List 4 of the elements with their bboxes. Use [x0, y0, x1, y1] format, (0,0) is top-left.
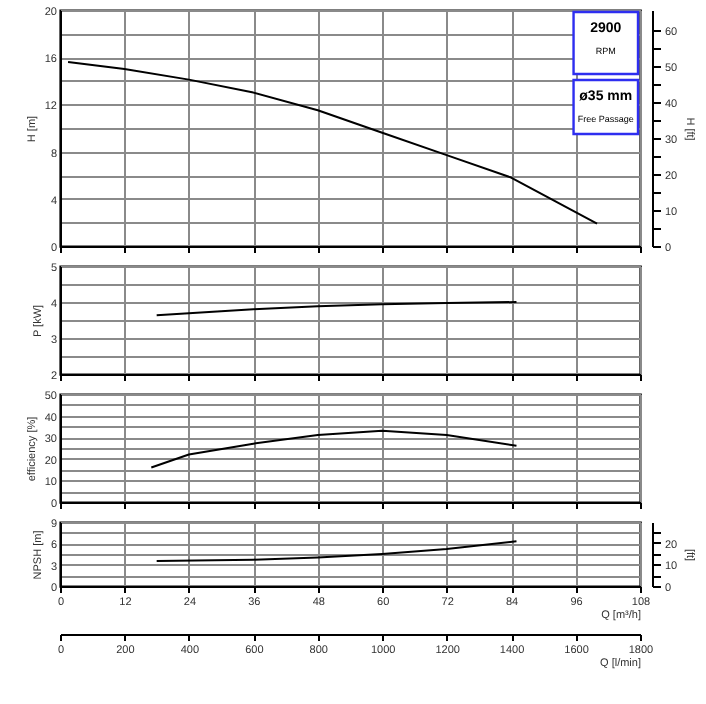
- line-series: [150, 429, 518, 469]
- line-series: [155, 301, 518, 317]
- line-series: [155, 540, 518, 563]
- line-series: [67, 60, 599, 225]
